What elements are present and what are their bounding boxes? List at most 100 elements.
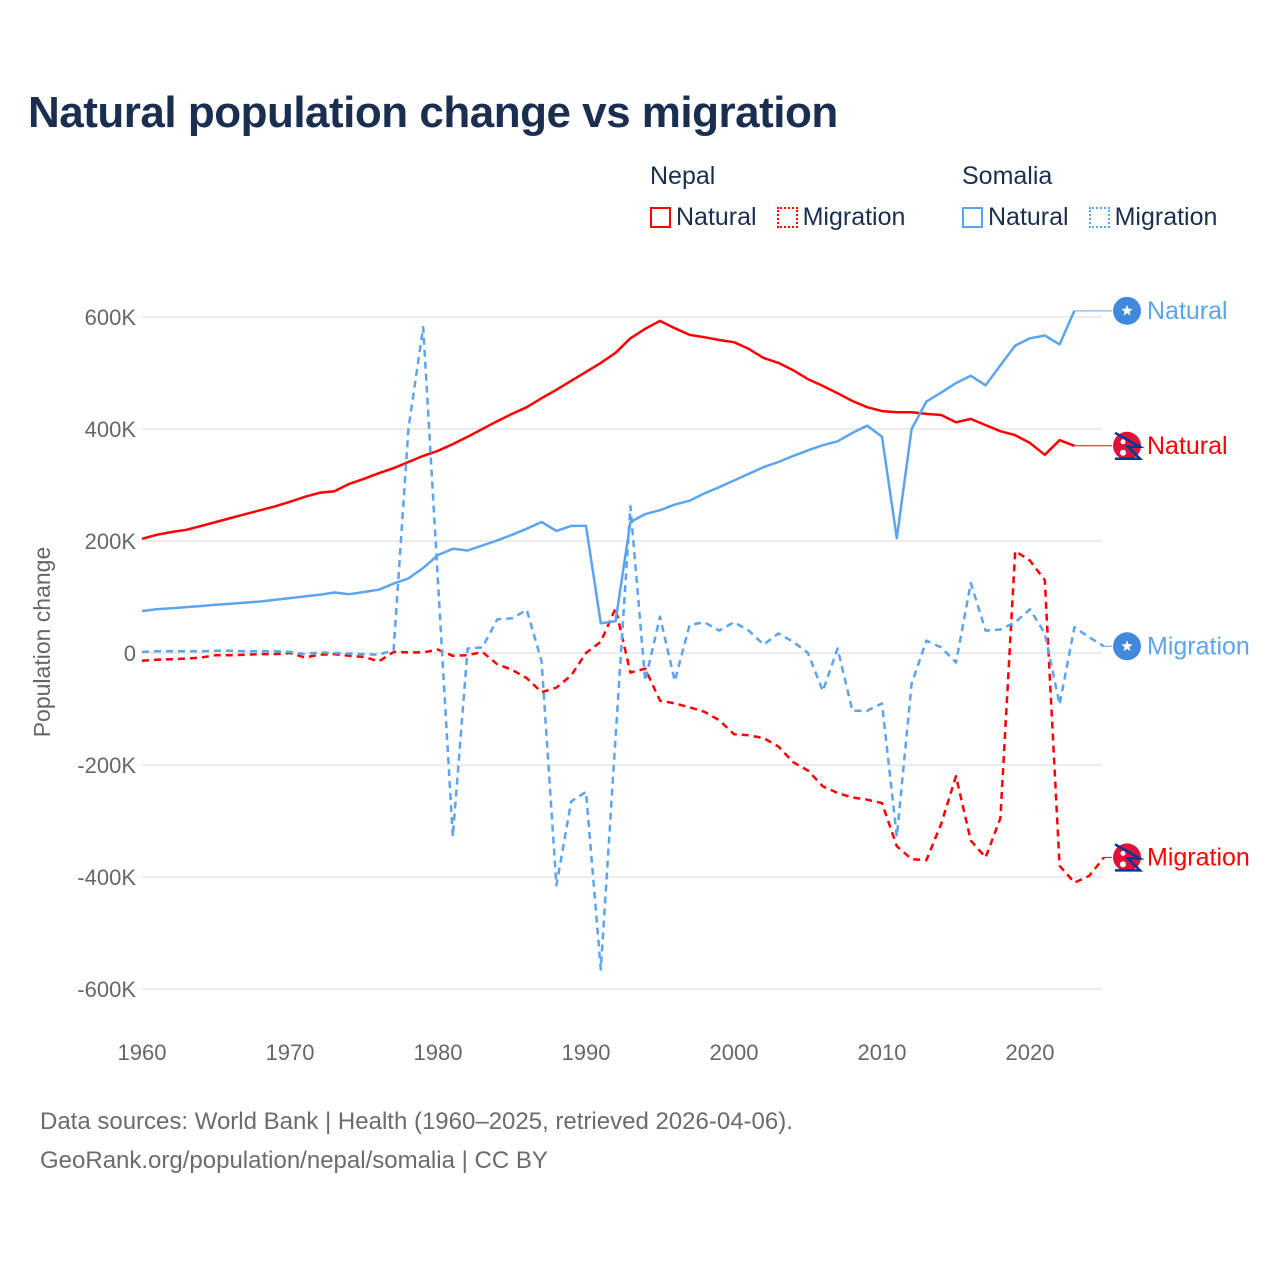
data-point xyxy=(480,543,484,547)
legend-swatch xyxy=(776,207,798,228)
data-point xyxy=(984,423,988,427)
legend-nepal-natural[interactable]: Natural xyxy=(650,203,757,232)
data-point xyxy=(214,520,218,524)
data-point xyxy=(806,448,810,452)
data-point xyxy=(318,593,322,597)
data-point xyxy=(406,577,410,581)
data-point xyxy=(421,566,425,570)
legend-label: Natural xyxy=(676,203,757,231)
data-point xyxy=(288,596,292,600)
data-point xyxy=(895,844,899,848)
data-point xyxy=(954,420,958,424)
legend-nepal: Nepal Natural Migration xyxy=(650,162,905,232)
data-point xyxy=(244,649,248,653)
data-point xyxy=(554,529,558,533)
data-point xyxy=(688,333,692,337)
data-point xyxy=(214,603,218,607)
data-point xyxy=(510,412,514,416)
data-point xyxy=(628,504,632,508)
data-point xyxy=(732,479,736,483)
legend-somalia-migration[interactable]: Migration xyxy=(1088,203,1217,232)
data-point xyxy=(347,482,351,486)
data-point xyxy=(540,659,544,663)
data-point xyxy=(318,650,322,654)
data-point xyxy=(584,790,588,794)
data-point xyxy=(1043,333,1047,337)
data-point xyxy=(702,491,706,495)
data-point xyxy=(776,460,780,464)
legend-country-nepal: Nepal xyxy=(650,162,716,190)
data-point xyxy=(377,471,381,475)
data-point xyxy=(170,530,174,534)
legend-nepal-migration[interactable]: Migration xyxy=(776,203,905,232)
data-point xyxy=(1058,438,1062,442)
data-point xyxy=(155,649,159,653)
data-point xyxy=(466,435,470,439)
data-point xyxy=(288,650,292,654)
legend-label: Natural xyxy=(988,203,1069,231)
data-point xyxy=(762,465,766,469)
data-point xyxy=(643,667,647,671)
data-point xyxy=(1058,703,1062,707)
data-point xyxy=(599,361,603,365)
data-point xyxy=(806,377,810,381)
data-point xyxy=(895,835,899,839)
y-tick-label: 400K xyxy=(85,417,137,442)
data-point xyxy=(776,745,780,749)
data-point xyxy=(806,651,810,655)
data-point xyxy=(924,400,928,404)
data-point xyxy=(229,653,233,657)
data-point xyxy=(984,383,988,387)
data-point xyxy=(1028,441,1032,445)
data-point xyxy=(303,495,307,499)
data-point xyxy=(510,616,514,620)
data-point xyxy=(658,508,662,512)
data-point xyxy=(1058,342,1062,346)
data-point xyxy=(406,650,410,654)
series-nepal-natural-line[interactable] xyxy=(141,319,1075,541)
x-tick-label: 1970 xyxy=(266,1040,315,1065)
data-point xyxy=(244,601,248,605)
data-point xyxy=(747,629,751,633)
series-somalia-migration-line[interactable] xyxy=(141,325,1105,971)
data-point xyxy=(466,549,470,553)
data-point xyxy=(865,709,869,713)
data-point xyxy=(614,619,618,623)
data-point xyxy=(939,822,943,826)
end-label-nepal-natural: Natural xyxy=(1147,432,1228,460)
data-point xyxy=(658,319,662,323)
data-point xyxy=(421,454,425,458)
data-point xyxy=(1072,881,1076,885)
data-point xyxy=(969,581,973,585)
data-point xyxy=(924,858,928,862)
data-point xyxy=(688,623,692,627)
data-point xyxy=(199,649,203,653)
y-axis-label: Population change xyxy=(29,547,55,738)
data-point xyxy=(140,659,144,663)
data-point xyxy=(850,399,854,403)
data-point xyxy=(584,524,588,528)
data-point xyxy=(258,599,262,603)
series-somalia-natural-line[interactable] xyxy=(141,310,1076,625)
data-point xyxy=(865,405,869,409)
data-point xyxy=(880,801,884,805)
data-point xyxy=(643,512,647,516)
data-point xyxy=(702,710,706,714)
data-point xyxy=(762,643,766,647)
data-point xyxy=(1013,433,1017,437)
data-point xyxy=(821,784,825,788)
data-point xyxy=(525,608,529,612)
data-point xyxy=(392,466,396,470)
data-point xyxy=(924,412,928,416)
data-point xyxy=(865,798,869,802)
data-point xyxy=(332,651,336,655)
data-point xyxy=(658,699,662,703)
data-point xyxy=(244,512,248,516)
data-point xyxy=(480,427,484,431)
legend-somalia-natural[interactable]: Natural xyxy=(962,203,1069,232)
footer-link[interactable]: GeoRank.org/population/nepal/somalia | C… xyxy=(40,1147,548,1174)
data-point xyxy=(895,536,899,540)
series-nepal-migration-line[interactable] xyxy=(141,549,1105,884)
data-point xyxy=(599,967,603,971)
